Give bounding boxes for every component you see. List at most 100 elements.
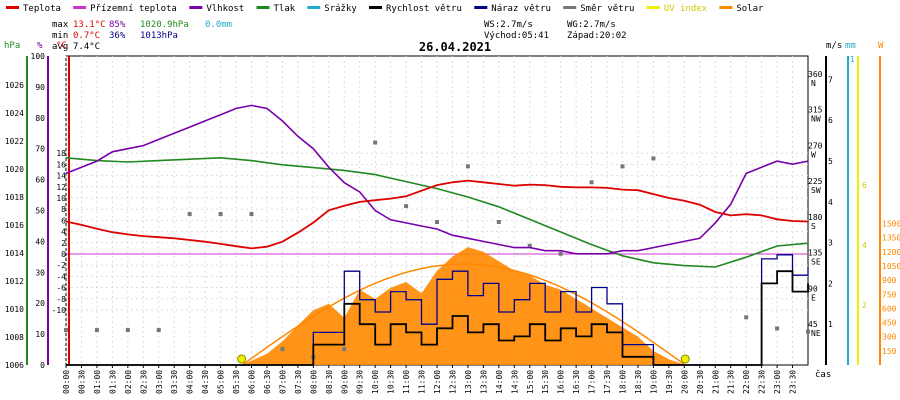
stats-wg: WG:2.7m/s: [567, 20, 616, 30]
series-solar-area: [242, 247, 686, 365]
solar-max-curve: [241, 263, 685, 366]
x-tick-label: 07:00: [278, 370, 287, 394]
x-tick-label: 06:30: [263, 370, 272, 394]
stats-min-press: 1013hPa: [140, 31, 178, 41]
solar-tick-label: 300: [882, 333, 897, 342]
axis-units: hPa % °C m/s mm W čas: [4, 41, 884, 380]
temp-tick-label: -10: [52, 306, 67, 315]
series-direction-point: [64, 328, 68, 333]
ms-tick-label: 3: [828, 239, 833, 248]
x-tick-label: 12:30: [448, 370, 457, 394]
stats-avg-temp: 7.4°C: [73, 42, 100, 52]
unit-pct: %: [37, 41, 43, 51]
solar-tick-label: 1500: [882, 220, 900, 229]
legend-label: UV index: [664, 4, 708, 14]
solar-tick-label: 750: [882, 290, 897, 299]
unit-w: W: [878, 41, 884, 51]
x-tick-label: 04:00: [186, 370, 195, 394]
series-direction-point: [218, 212, 223, 217]
x-tick-label: 10:30: [387, 370, 396, 394]
temp-tick-label: 10: [56, 194, 66, 203]
x-tick-label: 19:30: [665, 370, 674, 394]
stats-max-label: max: [52, 20, 69, 30]
legend: Teplota Přízemní teplota Vlhkost Tlak Srážky…: [6, 4, 764, 14]
hpa-tick-label: 1022: [5, 137, 24, 146]
pct-tick-label: 90: [35, 83, 45, 92]
x-tick-label: 17:30: [603, 370, 612, 394]
ms-tick-label: 1: [828, 320, 833, 329]
mm-tick-label: 1: [850, 55, 855, 64]
legend-label: Teplota: [23, 4, 61, 14]
legend-label: Tlak: [274, 4, 296, 14]
hpa-tick-label: 1024: [5, 109, 24, 118]
pct-tick-label: 60: [35, 176, 45, 185]
pct-tick-label: 50: [35, 207, 45, 216]
x-tick-label: 18:00: [619, 370, 628, 394]
legend-label: Náraz větru: [491, 4, 551, 14]
hpa-tick-label: 1026: [5, 81, 24, 90]
dir-tick-label: NW: [811, 115, 821, 124]
hpa-tick-label: 1014: [5, 249, 24, 258]
temp-tick-label: 8: [61, 205, 66, 214]
dir-tick-label: 270: [808, 141, 823, 150]
stats-min-hum: 36%: [109, 31, 126, 41]
x-tick-label: 14:00: [495, 370, 504, 394]
legend-label: Směr větru: [580, 4, 634, 14]
series-direction-point: [249, 212, 254, 217]
temp-tick-label: 6: [61, 216, 66, 225]
series-temperature-line: [65, 179, 809, 250]
dir-tick-label: N: [811, 79, 816, 88]
x-tick-label: 12:00: [433, 370, 442, 394]
dir-tick-label: W: [811, 150, 816, 159]
x-tick-label: 04:30: [201, 370, 210, 394]
dir-tick-label: NE: [811, 329, 821, 338]
solar-tick-label: 600: [882, 304, 897, 313]
legend-swatch: [307, 6, 321, 9]
temp-tick-label: 18: [56, 149, 66, 158]
dir-tick-label: 225: [808, 177, 823, 186]
x-tick-label: 09:30: [356, 370, 365, 394]
ms-tick-label: 5: [828, 157, 833, 166]
ms-tick-label: 6: [828, 116, 833, 125]
series-direction-point: [558, 251, 563, 256]
solar-tick-label: 1350: [882, 234, 900, 243]
series-direction-point: [651, 156, 656, 161]
hpa-tick-label: 1008: [5, 333, 24, 342]
hpa-tick-label: 1016: [5, 221, 24, 230]
x-tick-label: 20:00: [680, 370, 689, 394]
x-tick-label: 07:30: [294, 370, 303, 394]
pct-tick-label: 80: [35, 114, 45, 123]
temp-tick-label: 14: [56, 172, 66, 181]
hpa-tick-label: 1018: [5, 193, 24, 202]
x-tick-label: 13:00: [464, 370, 473, 394]
stats-avg-label: avg: [52, 42, 68, 52]
pct-tick-label: 70: [35, 145, 45, 154]
hpa-tick-label: 1006: [5, 361, 24, 370]
series-direction-point: [806, 329, 810, 334]
legend-label: Rychlost větru: [386, 4, 462, 14]
dir-tick-label: S: [811, 222, 816, 231]
legend-swatch: [189, 6, 203, 9]
stats-max-temp: 13.1°C: [73, 20, 106, 30]
x-tick-label: 06:00: [248, 370, 257, 394]
x-tick-label: 23:30: [789, 370, 798, 394]
series-direction-point: [94, 328, 99, 333]
stats-min-label: min: [52, 31, 68, 41]
legend-swatch: [563, 6, 577, 9]
temp-tick-label: 2: [61, 239, 66, 248]
x-tick-label: 11:30: [418, 370, 427, 394]
x-tick-label: 11:00: [402, 370, 411, 394]
x-tick-label: 16:30: [572, 370, 581, 394]
x-tick-label: 00:30: [77, 370, 86, 394]
unit-mm: mm: [845, 41, 856, 51]
legend-label: Vlhkost: [206, 4, 244, 14]
pct-tick-label: 100: [31, 52, 46, 61]
series-direction-point: [496, 219, 501, 224]
temp-tick-label: -8: [56, 295, 66, 304]
legend-swatch: [474, 6, 488, 9]
hpa-tick-label: 1012: [5, 277, 24, 286]
unit-ms: m/s: [826, 41, 842, 51]
x-tick-label: 22:00: [742, 370, 751, 394]
series-direction-point: [744, 315, 749, 320]
